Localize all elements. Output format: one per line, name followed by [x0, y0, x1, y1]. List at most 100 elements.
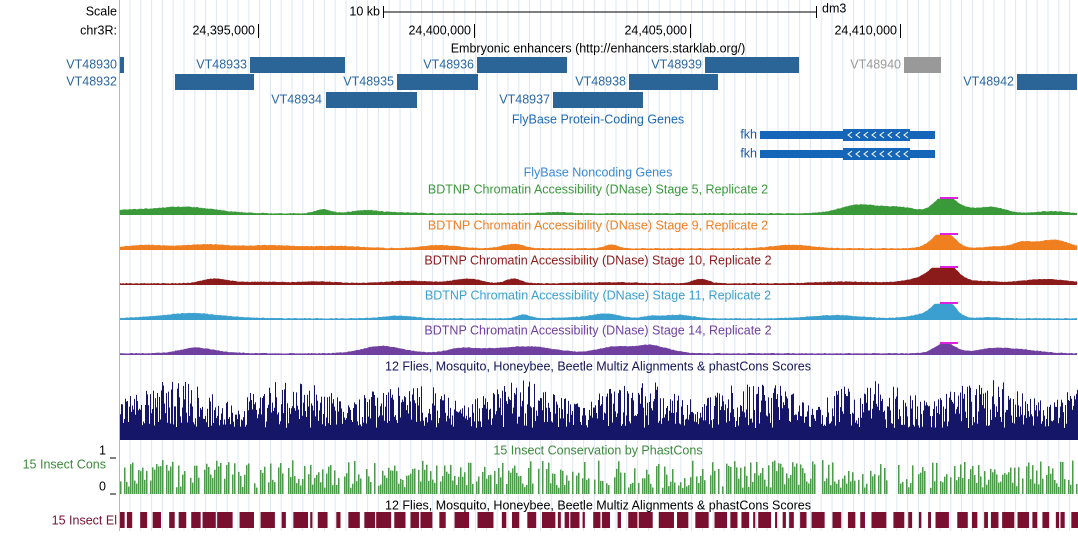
- track-label: 15 Insect El: [52, 513, 117, 527]
- cons-bar: [806, 481, 808, 494]
- cons-bar: [598, 460, 600, 494]
- cons-bar: [986, 484, 988, 494]
- cons-bar: [762, 468, 764, 494]
- cons-bar: [298, 478, 300, 494]
- cons-element: [439, 512, 446, 528]
- cons-bar: [428, 481, 430, 494]
- cons-bar: [826, 478, 828, 494]
- cons-bar: [150, 480, 152, 494]
- cons-bar: [134, 480, 136, 494]
- cons-bar: [788, 478, 790, 494]
- cons-bar: [374, 463, 376, 494]
- cons-bar: [324, 487, 326, 494]
- cons-bar: [778, 463, 780, 494]
- cons-bar: [260, 469, 262, 494]
- cons-bar: [606, 483, 608, 494]
- cons-bar: [988, 479, 990, 494]
- cons-bar: [312, 484, 314, 494]
- cons-bar: [384, 475, 386, 494]
- cons-element: [410, 512, 419, 528]
- cons-bar: [686, 486, 688, 494]
- cons-bar: [460, 467, 462, 494]
- cons-bar: [132, 462, 134, 494]
- cons-bar: [550, 483, 552, 494]
- cons-bar: [1070, 484, 1072, 494]
- cons-bar: [898, 465, 900, 494]
- cons-bar: [994, 469, 996, 494]
- cons-element: [677, 512, 689, 528]
- track-title: FlyBase Protein-Coding Genes: [512, 112, 684, 126]
- enhancer-label: VT48942: [963, 74, 1014, 88]
- cons-bar: [1000, 481, 1002, 494]
- cons-bar: [824, 481, 826, 494]
- cons-element: [317, 512, 328, 528]
- cons-element: [695, 512, 709, 528]
- cons-bar: [968, 479, 970, 494]
- enhancer-label: VT48939: [651, 57, 702, 71]
- axis-min: 0: [99, 479, 106, 493]
- position-label: 24,400,000: [408, 23, 471, 37]
- cons-element: [800, 512, 807, 528]
- cons-bar: [242, 486, 244, 494]
- cons-bar: [698, 483, 700, 494]
- cons-bar: [172, 461, 174, 494]
- cons-bar: [766, 486, 768, 494]
- cons-bar: [832, 462, 834, 494]
- cons-bar: [834, 481, 836, 494]
- cons-bar: [564, 485, 566, 494]
- strand-arrow: [887, 150, 893, 158]
- enhancer: [553, 92, 643, 108]
- cons-bar: [282, 473, 284, 494]
- cons-bar: [296, 483, 298, 494]
- cons-bar: [1072, 460, 1074, 494]
- cons-bar: [742, 487, 744, 494]
- cons-bar: [840, 487, 842, 494]
- cons-element: [120, 512, 125, 528]
- track-title: 12 Flies, Mosquito, Honeybee, Beetle Mul…: [385, 498, 811, 512]
- cons-bar: [944, 476, 946, 494]
- cons-bar: [746, 475, 748, 494]
- cons-bar: [412, 469, 414, 494]
- cons-bar: [500, 477, 502, 494]
- track-title: BDTNP Chromatin Accessibility (DNase) St…: [428, 182, 768, 196]
- cons-bar: [452, 480, 454, 494]
- cons-bar: [666, 474, 668, 494]
- enhancer: [1017, 74, 1077, 90]
- cons-bar: [168, 470, 170, 494]
- cons-element: [990, 512, 999, 528]
- cons-bar: [842, 478, 844, 494]
- cons-bar: [380, 484, 382, 494]
- position-label: 24,395,000: [192, 23, 255, 37]
- cons-bar: [140, 471, 142, 494]
- cons-bar: [192, 482, 194, 494]
- cons-bar: [792, 462, 794, 494]
- cons-bar: [734, 461, 736, 494]
- cons-element: [811, 512, 825, 528]
- cons-bar: [552, 473, 554, 494]
- scale-label: Scale: [86, 4, 117, 18]
- cons-bar: [902, 481, 904, 494]
- cons-bar: [348, 462, 350, 494]
- cons-bar: [562, 471, 564, 494]
- cons-element: [178, 512, 187, 528]
- cons-bar: [704, 480, 706, 494]
- strand-arrow: [871, 131, 877, 139]
- strand-arrow: [847, 131, 853, 139]
- cons-element: [935, 512, 949, 528]
- cons-bar: [300, 485, 302, 494]
- enhancer-label: VT48932: [66, 74, 117, 88]
- strand-arrow: [903, 150, 909, 158]
- cons-bar: [162, 460, 164, 494]
- cons-bar: [254, 483, 256, 494]
- cons-bar: [238, 471, 240, 494]
- cons-bar: [956, 480, 958, 494]
- cons-bar: [740, 467, 742, 494]
- cons-bar: [556, 485, 558, 494]
- enhancer-label: VT48935: [343, 74, 394, 88]
- cons-bar: [594, 479, 596, 494]
- cons-bar: [510, 472, 512, 494]
- cons-bar: [946, 474, 948, 494]
- cons-bar: [730, 466, 732, 494]
- cons-bar: [690, 477, 692, 494]
